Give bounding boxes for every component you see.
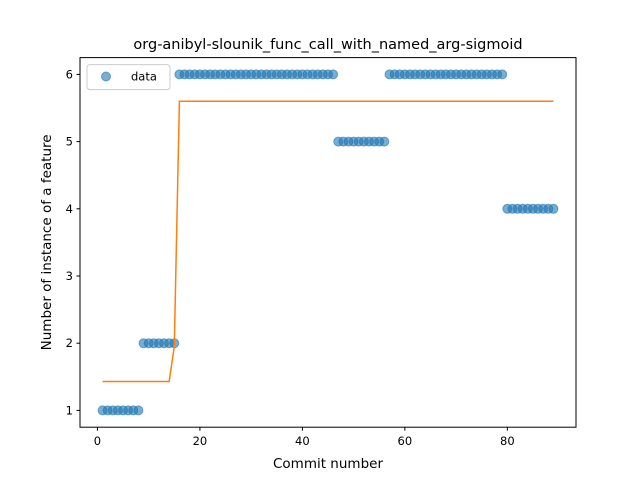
data-points <box>97 69 559 416</box>
y-tick-label: 3 <box>66 269 73 283</box>
legend-label-data: data <box>131 70 157 84</box>
data-point <box>548 203 559 214</box>
x-tick-label: 80 <box>500 434 515 448</box>
y-tick-label: 5 <box>66 135 73 149</box>
x-tick-label: 0 <box>94 434 101 448</box>
data-point <box>328 69 339 80</box>
data-point <box>379 136 390 147</box>
y-axis-label: Number of instance of a feature <box>39 134 55 350</box>
chart-title: org-anibyl-slounik_func_call_with_named_… <box>133 37 522 53</box>
x-tick-label: 40 <box>295 434 310 448</box>
ticks-layer: 0 20 40 60 80 1 2 3 4 5 6 <box>66 67 515 448</box>
x-tick-label: 60 <box>398 434 413 448</box>
sigmoid-fit-line <box>102 100 554 383</box>
data-point <box>497 69 508 80</box>
y-tick-label: 2 <box>66 336 73 350</box>
data-point <box>133 405 144 416</box>
x-axis-label: Commit number <box>273 456 383 472</box>
y-tick-label: 4 <box>66 202 73 216</box>
legend-box <box>86 64 171 91</box>
y-tick-label: 1 <box>66 403 73 417</box>
legend-marker-data <box>101 71 111 82</box>
plot-frame <box>79 57 577 428</box>
x-tick-label: 20 <box>193 434 208 448</box>
legend: data <box>86 64 171 91</box>
plot-layer <box>97 69 559 416</box>
y-tick-label: 6 <box>66 67 73 81</box>
